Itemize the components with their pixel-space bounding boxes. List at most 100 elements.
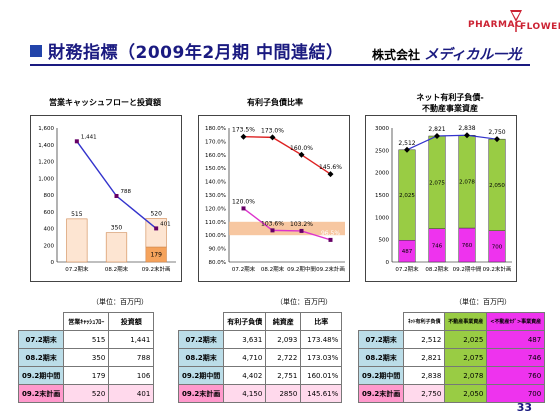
- table-cell: 515: [63, 330, 110, 349]
- table-cell: 2,093: [265, 330, 302, 349]
- y-tick-label: 140.0%: [205, 180, 226, 186]
- line-point: [327, 171, 334, 178]
- bar: [66, 218, 88, 263]
- bar-segment-label: 487: [402, 249, 413, 255]
- chart2-svg: 80.0% 90.0% 100.0% 110.0% 120.0% 130.0% 140.0%…: [205, 126, 345, 273]
- y-tick-label: 80.0%: [209, 260, 226, 266]
- table-row: 08.2期末 2,821 2,075 746: [357, 348, 546, 367]
- page-number: 33: [516, 401, 532, 414]
- line-data-label: 173.0%: [261, 127, 284, 134]
- logo-line1: PHARMAC: [468, 20, 523, 30]
- y-tick-label: 1000: [375, 215, 389, 221]
- table-cell: 760: [486, 366, 546, 385]
- table-cell: 2,750: [403, 384, 446, 403]
- chart1-panel: 0 200 400 600 800 1,000 1,200 1,400 1,600 07.2期末 0…: [30, 115, 182, 282]
- line-data-label: 2,512: [398, 140, 415, 147]
- chart3-title: ネット有利子負債- 不動産事業資産: [385, 92, 515, 114]
- chart2-title: 有利子負債比率: [247, 98, 303, 107]
- line-point: [298, 151, 305, 158]
- y-tick-label: 100.0%: [205, 233, 226, 239]
- table-row-label: 07.2期末: [17, 330, 65, 349]
- table-col-header: ﾈｯﾄ有利子負債: [403, 312, 446, 331]
- table-header-row: 有利子負債 純資産 比率: [179, 312, 343, 331]
- bar-data-label: 350: [111, 225, 123, 232]
- y-tick-label: 800: [44, 193, 55, 199]
- x-tick-label: 08.2期末: [105, 265, 129, 273]
- table1-container: 営業ｷｬｯｼｭﾌﾛｰ 投資額 07.2期末 515 1,441 08.2期末 3…: [17, 312, 155, 403]
- line-point: [434, 132, 440, 139]
- chart3-title-line1: ネット有利子負債-: [416, 93, 484, 102]
- bar: [145, 218, 167, 248]
- table-row-label: 08.2期末: [17, 348, 65, 367]
- y-tick-label: 170.0%: [205, 139, 226, 145]
- line-point: [154, 226, 159, 231]
- line-data-label: 788: [121, 189, 132, 195]
- bar-segment-label: 700: [492, 244, 503, 250]
- y-tick-label: 110.0%: [205, 220, 226, 226]
- title-bullet: [30, 45, 42, 57]
- table-cell: 3,631: [223, 330, 267, 349]
- x-tick-label: 09.2末計画: [142, 265, 171, 273]
- y-tick-label: 2500: [375, 148, 389, 154]
- bar-segment-label: 746: [432, 243, 443, 249]
- table-col-header: 純資産: [265, 312, 302, 331]
- chart3-panel: 0 500 1000 1500 2000 2500 3000 07.2期末 08.2期末 09.2…: [365, 115, 517, 282]
- logo-line2: FLOWER: [520, 22, 560, 32]
- table2-container: 有利子負債 純資産 比率 07.2期末 3,631 2,093 173.48% …: [177, 312, 343, 403]
- bar-segment-label: 760: [462, 243, 473, 249]
- table-cell: 746: [486, 348, 546, 367]
- table-cell: 788: [108, 348, 155, 367]
- table-cell: 2,075: [444, 348, 488, 367]
- y-tick-label: 180.0%: [205, 126, 226, 132]
- chart1-svg: 0 200 400 600 800 1,000 1,200 1,400 1,600 07.2期末 0…: [38, 126, 176, 273]
- company-name: 株式会社 メディカル一光: [372, 44, 521, 64]
- table3: ﾈｯﾄ有利子負債 不動産事業資産 <不動産ｾｸﾞ>事業資産 07.2期末 2,5…: [357, 312, 546, 403]
- bar-segment-label: 2,025: [399, 193, 415, 199]
- bar: [105, 232, 128, 263]
- line-data-label: 1,441: [81, 134, 97, 140]
- line-point: [404, 146, 410, 153]
- table-cell: 4,402: [223, 366, 267, 385]
- table3-unit: （単位：百万円）: [455, 298, 511, 306]
- table-header-row: ﾈｯﾄ有利子負債 不動産事業資産 <不動産ｾｸﾞ>事業資産: [359, 312, 546, 331]
- line-point: [270, 228, 275, 233]
- bar-segment-label: 2,075: [429, 180, 445, 186]
- line-point: [240, 133, 247, 140]
- table-col-header: 比率: [300, 312, 343, 331]
- line-point: [464, 132, 470, 139]
- line-data-label: 2,838: [458, 125, 475, 132]
- table-cell: 2,838: [403, 366, 446, 385]
- table-cell: 160.01%: [300, 366, 343, 385]
- bar-data-label: 520: [150, 210, 162, 217]
- line-point: [328, 237, 333, 242]
- table-cell: 350: [63, 348, 110, 367]
- table2: 有利子負債 純資産 比率 07.2期末 3,631 2,093 173.48% …: [177, 312, 343, 403]
- table-cell: 401: [108, 384, 155, 403]
- y-tick-label: 200: [44, 243, 55, 249]
- company-prefix: 株式会社: [372, 48, 421, 62]
- table-col-header: 不動産事業資産: [444, 312, 488, 331]
- table-row-label: 09.2末計画: [17, 384, 65, 403]
- investment-line: [76, 140, 157, 229]
- chart3-svg: 0 500 1000 1500 2000 2500 3000 07.2期末 08.2期末 09.2…: [375, 125, 512, 273]
- slide-title: 財務指標（2009年2月期 中間連結）: [48, 43, 344, 63]
- table2-unit: （単位：百万円）: [276, 298, 332, 306]
- x-tick-label: 09.2末計画: [316, 265, 345, 273]
- line-data-label: 160.0%: [290, 145, 313, 152]
- total-line: [406, 134, 498, 151]
- x-tick-label: 09.2末計画: [483, 265, 512, 273]
- bar-sub-label: 179: [150, 252, 162, 259]
- y-tick-label: 160.0%: [205, 153, 226, 159]
- table-row-label: 08.2期末: [177, 348, 225, 367]
- table-cell: 487: [486, 330, 546, 349]
- table1: 営業ｷｬｯｼｭﾌﾛｰ 投資額 07.2期末 515 1,441 08.2期末 3…: [17, 312, 155, 403]
- chart1-title: 営業キャッシュフローと投資額: [49, 98, 161, 107]
- series-line: [243, 207, 331, 241]
- table-row-label: 08.2期末: [357, 348, 405, 367]
- series-line: [243, 136, 331, 175]
- table-row-plan: 09.2末計画 4,150 2850 145.61%: [177, 384, 343, 403]
- table-col-header: 有利子負債: [223, 312, 267, 331]
- table-row: 09.2期中間 2,838 2,078 760: [357, 366, 546, 385]
- line-point: [74, 139, 79, 144]
- company-brand: メディカル一光: [424, 47, 522, 63]
